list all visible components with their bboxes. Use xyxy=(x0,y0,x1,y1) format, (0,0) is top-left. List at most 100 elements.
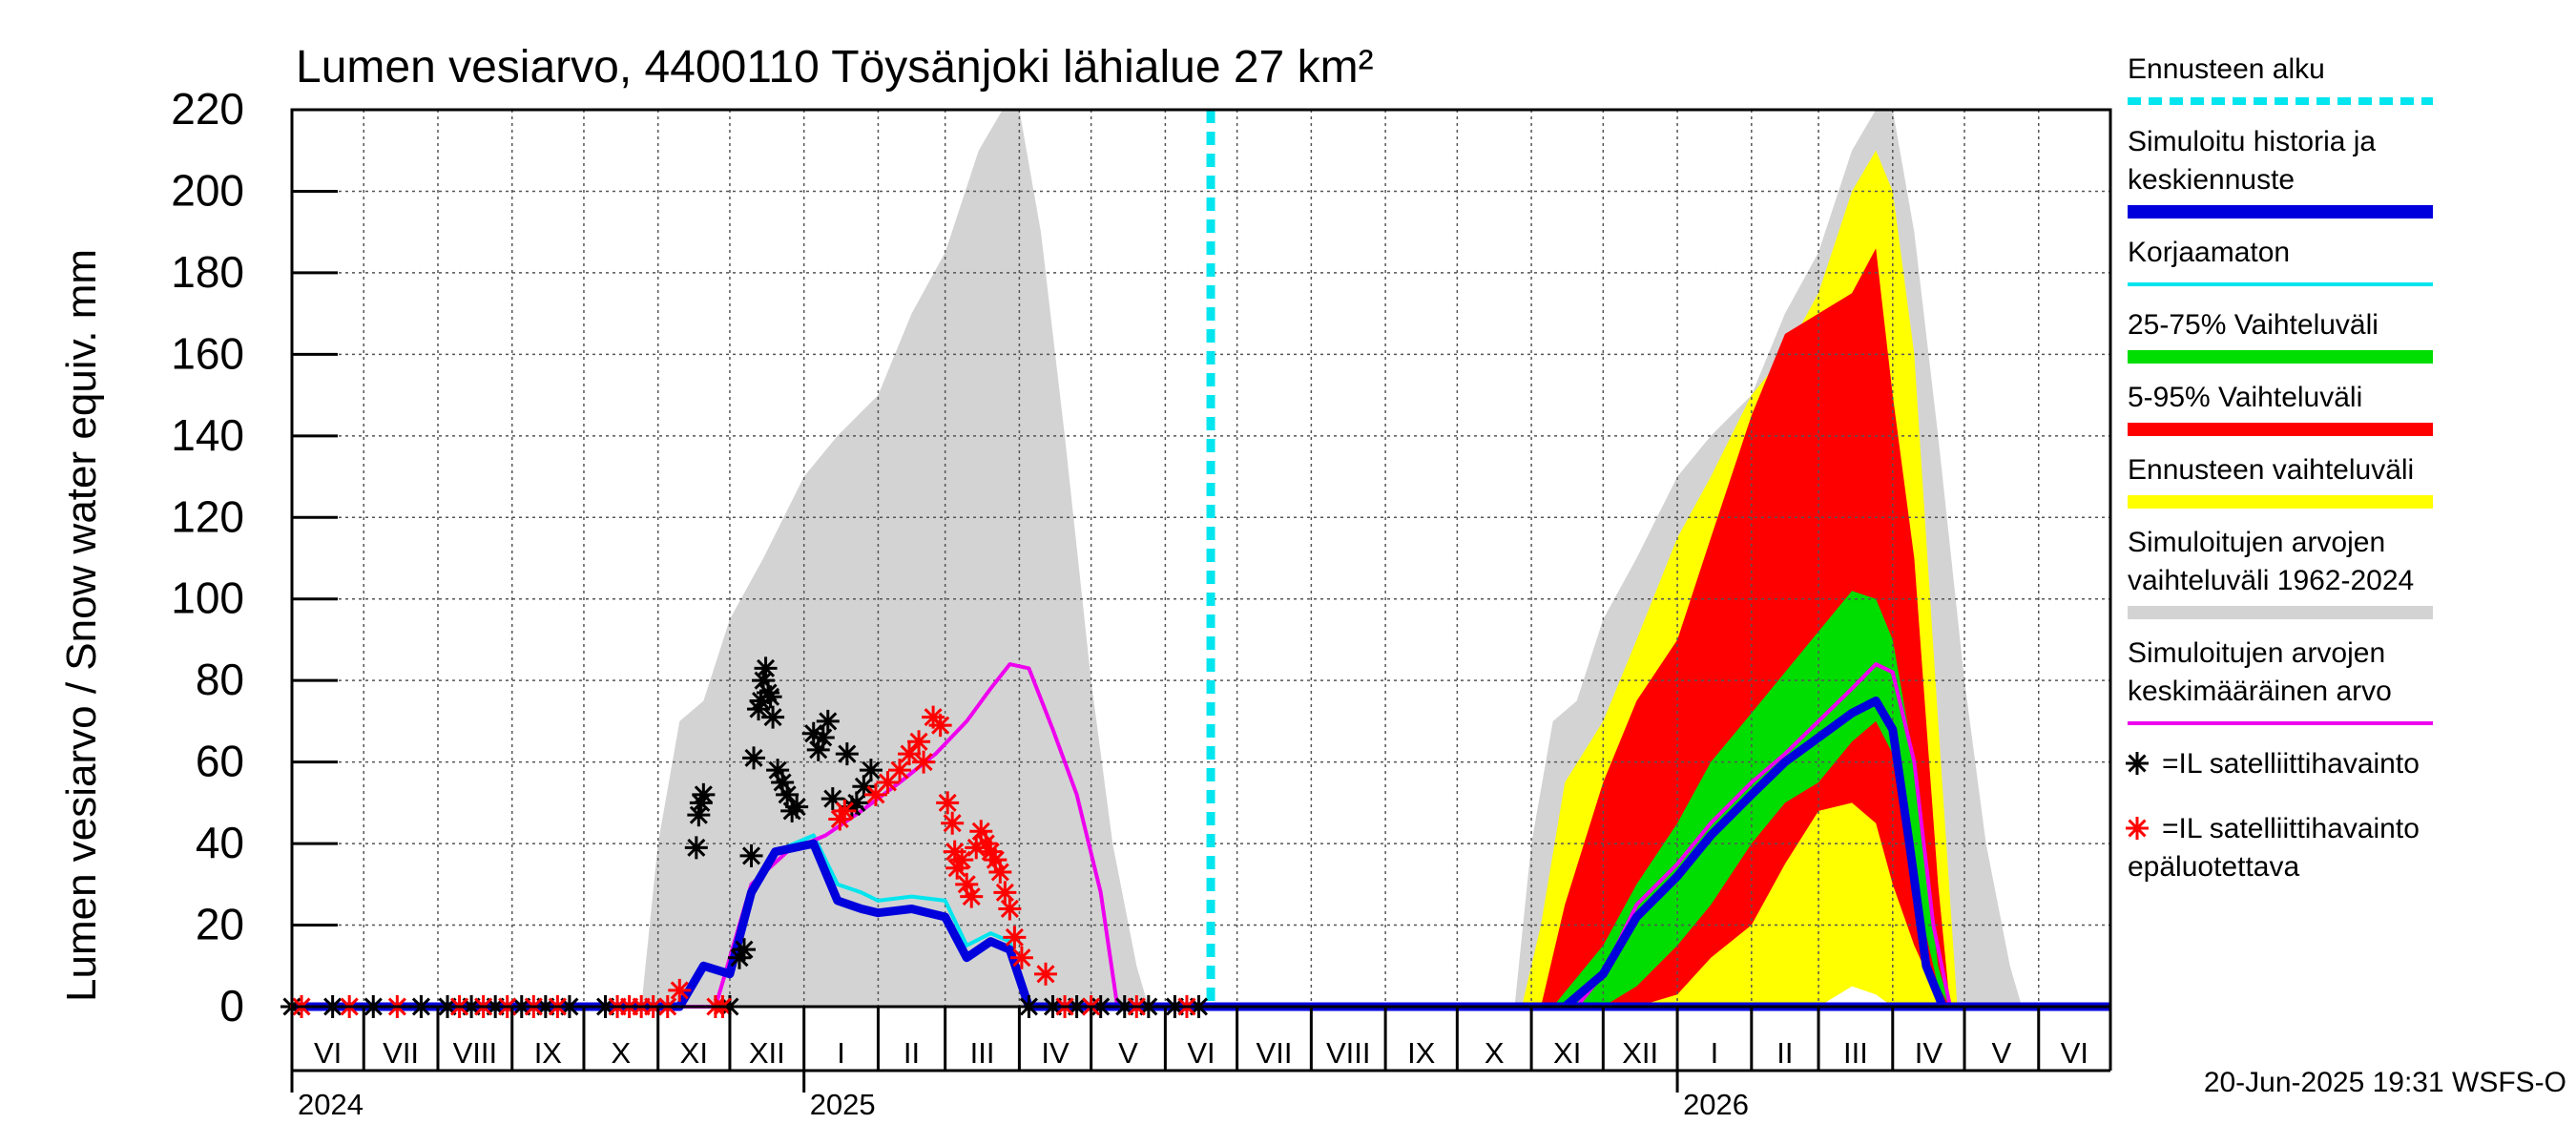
y-tick-label: 140 xyxy=(171,410,244,460)
year-label: 2026 xyxy=(1683,1088,1749,1121)
month-label: VIII xyxy=(453,1036,498,1070)
marker-stroke xyxy=(909,732,928,751)
marker-stroke xyxy=(931,716,950,735)
y-axis-label: Lumen vesiarvo / Snow water equiv. mm xyxy=(58,249,105,1002)
marker-stroke xyxy=(981,843,1000,862)
marker-stroke xyxy=(744,748,763,767)
obs-marker-unreliable xyxy=(928,714,952,738)
line-forecast_median xyxy=(1562,697,1947,1010)
chart-title: Lumen vesiarvo, 4400110 Töysänjoki lähia… xyxy=(296,42,1374,93)
year-label: 2024 xyxy=(298,1088,364,1121)
marker-stroke xyxy=(1036,965,1055,984)
obs-marker-unreliable xyxy=(668,978,692,1002)
legend-label: 5-95% Vaihteluväli xyxy=(2128,382,2362,413)
month-label: IX xyxy=(534,1036,563,1070)
y-tick-label: 20 xyxy=(196,900,244,949)
marker-stroke xyxy=(990,863,1009,882)
marker-stroke xyxy=(694,785,713,804)
marker-stroke xyxy=(995,883,1014,902)
month-label: V xyxy=(1118,1036,1138,1070)
marker-stroke xyxy=(938,793,957,812)
legend-label: vaihteluväli 1962-2024 xyxy=(2128,565,2414,596)
month-label: XII xyxy=(749,1036,785,1070)
marker-stroke xyxy=(900,744,919,763)
month-label: XI xyxy=(680,1036,708,1070)
band-hist_range xyxy=(641,110,1149,1007)
obs-marker-unreliable xyxy=(1009,946,1033,969)
obs-marker-reliable xyxy=(761,705,785,729)
legend-label: 25-75% Vaihteluväli xyxy=(2128,309,2379,341)
month-label: I xyxy=(1711,1036,1719,1070)
marker-stroke xyxy=(976,834,995,853)
y-tick-label: 180 xyxy=(171,247,244,297)
legend: Ennusteen alku Simuloitu historia ja keski… xyxy=(2126,53,2433,883)
obs-marker-reliable xyxy=(816,709,840,733)
obs-marker-reliable xyxy=(835,742,859,766)
y-tick-label: 100 xyxy=(171,573,244,623)
obs-marker-unreliable xyxy=(912,750,936,774)
legend-label: =IL satelliittihavainto xyxy=(2162,813,2420,844)
legend-marker xyxy=(2126,817,2149,840)
y-tick-label: 160 xyxy=(171,328,244,378)
month-label: II xyxy=(1776,1036,1793,1070)
month-label: III xyxy=(970,1036,995,1070)
obs-marker-unreliable xyxy=(998,897,1022,921)
month-label: VII xyxy=(383,1036,419,1070)
legend-label: keskiennuste xyxy=(2128,164,2295,196)
line-mean_history xyxy=(292,662,2110,1009)
marker-stroke xyxy=(768,760,787,780)
month-label: IX xyxy=(1407,1036,1436,1070)
month-label: III xyxy=(1843,1036,1868,1070)
marker-stroke xyxy=(914,753,933,772)
obs-marker-unreliable xyxy=(965,836,988,860)
y-tick-label: 220 xyxy=(171,84,244,134)
footer-timestamp: 20-Jun-2025 19:31 WSFS-O xyxy=(2204,1067,2566,1098)
obs-marker-reliable xyxy=(684,836,708,860)
legend-label: Simuloitujen arvojen xyxy=(2128,527,2385,558)
obs-marker-unreliable xyxy=(941,811,965,835)
month-label: XII xyxy=(1622,1036,1658,1070)
y-tick-label: 40 xyxy=(196,818,244,867)
year-label: 2025 xyxy=(810,1088,876,1121)
obs-marker-unreliable xyxy=(960,885,984,908)
month-label: V xyxy=(1992,1036,2012,1070)
month-label: I xyxy=(837,1036,845,1070)
marker-stroke xyxy=(670,981,689,1000)
legend-label: Ennusteen vaihteluväli xyxy=(2128,454,2414,486)
marker-stroke xyxy=(773,773,792,792)
marker-stroke xyxy=(962,887,981,906)
y-tick-label: 200 xyxy=(171,165,244,215)
month-label: VI xyxy=(314,1036,342,1070)
legend-label: =IL satelliittihavainto xyxy=(2162,748,2420,780)
marker-stroke xyxy=(787,798,806,817)
obs-marker-reliable xyxy=(758,685,782,709)
obs-marker-reliable xyxy=(785,795,809,819)
marker-stroke xyxy=(862,760,881,780)
month-label: X xyxy=(1485,1036,1505,1070)
obs-marker-reliable xyxy=(739,843,763,867)
obs-marker-reliable xyxy=(801,721,825,745)
y-tick-label: 0 xyxy=(219,981,244,1030)
marker-stroke xyxy=(754,671,773,690)
month-label: VIII xyxy=(1326,1036,1371,1070)
obs-marker-reliable xyxy=(727,946,751,969)
legend-label: keskimääräinen arvo xyxy=(2128,676,2392,707)
marker-stroke xyxy=(1012,948,1031,968)
month-label: XI xyxy=(1553,1036,1581,1070)
marker-stroke xyxy=(847,793,866,812)
marker-stroke xyxy=(971,822,990,841)
grid xyxy=(292,109,2110,1007)
y-tick-label: 60 xyxy=(196,737,244,786)
month-label: IV xyxy=(1041,1036,1070,1070)
range-bands xyxy=(641,110,2023,1007)
marker-stroke xyxy=(854,777,873,796)
month-label: X xyxy=(611,1036,631,1070)
marker-stroke xyxy=(804,724,823,743)
marker-stroke xyxy=(757,658,776,677)
marker-stroke xyxy=(838,744,857,763)
obs-marker-unreliable xyxy=(888,759,912,782)
legend-label: epäluotettava xyxy=(2128,851,2299,883)
marker-stroke xyxy=(890,760,909,780)
